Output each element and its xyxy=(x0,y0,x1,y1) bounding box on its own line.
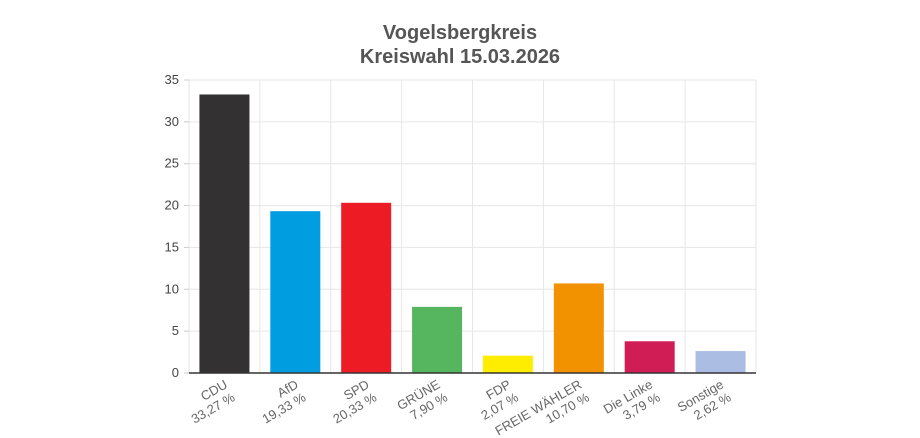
y-tick-label: 10 xyxy=(165,281,179,296)
x-category-label: AfD19,33 % xyxy=(252,376,309,426)
bar-fdp xyxy=(482,355,533,373)
bar-sonstige xyxy=(695,351,746,373)
y-tick-label: 35 xyxy=(165,72,179,87)
y-tick-label: 20 xyxy=(165,198,179,213)
bar-cdu xyxy=(199,94,250,373)
y-tick-label: 15 xyxy=(165,239,179,254)
bar-die-linke xyxy=(624,341,675,373)
y-tick-label: 30 xyxy=(165,114,179,129)
bar-afd xyxy=(270,211,321,373)
y-tick-label: 5 xyxy=(172,323,179,338)
bar-freie-wähler xyxy=(553,283,604,373)
y-tick-label: 25 xyxy=(165,156,179,171)
y-tick-label: 0 xyxy=(172,365,179,380)
bar-grüne xyxy=(412,306,463,373)
x-category-label: Die Linke3,79 % xyxy=(601,376,663,429)
chart-title: Vogelsbergkreis xyxy=(382,22,538,44)
x-category-label: CDU33,27 % xyxy=(181,376,238,426)
x-category-label: SPD20,33 % xyxy=(323,376,380,426)
bar-spd xyxy=(341,202,392,373)
x-category-label: Sonstige2,62 % xyxy=(675,376,734,427)
x-category-label: GRÜNE7,90 % xyxy=(394,376,450,426)
chart-subtitle: Kreiswahl 15.03.2026 xyxy=(359,46,561,68)
